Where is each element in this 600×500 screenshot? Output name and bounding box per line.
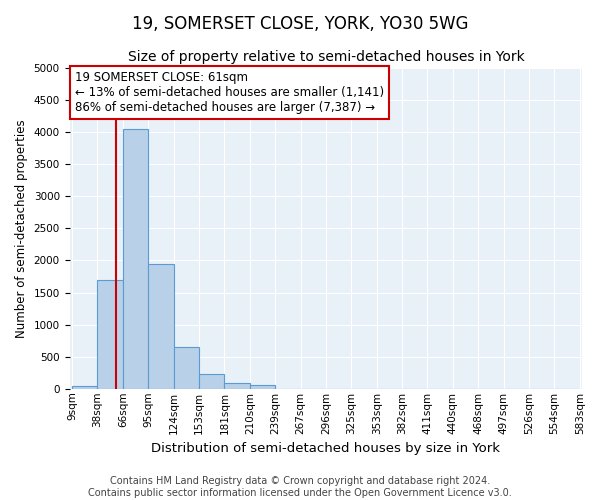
Text: Contains HM Land Registry data © Crown copyright and database right 2024.
Contai: Contains HM Land Registry data © Crown c…	[88, 476, 512, 498]
Bar	[72, 386, 97, 389]
Bar	[250, 385, 275, 389]
Text: 19, SOMERSET CLOSE, YORK, YO30 5WG: 19, SOMERSET CLOSE, YORK, YO30 5WG	[132, 15, 468, 33]
Text: 19 SOMERSET CLOSE: 61sqm
← 13% of semi-detached houses are smaller (1,141)
86% o: 19 SOMERSET CLOSE: 61sqm ← 13% of semi-d…	[74, 71, 384, 114]
Bar	[97, 280, 123, 389]
Title: Size of property relative to semi-detached houses in York: Size of property relative to semi-detach…	[128, 50, 524, 64]
X-axis label: Distribution of semi-detached houses by size in York: Distribution of semi-detached houses by …	[151, 442, 500, 455]
Bar	[148, 264, 173, 389]
Bar	[173, 347, 199, 389]
Y-axis label: Number of semi-detached properties: Number of semi-detached properties	[15, 119, 28, 338]
Bar	[123, 129, 148, 389]
Bar	[224, 383, 250, 389]
Bar	[199, 374, 224, 389]
